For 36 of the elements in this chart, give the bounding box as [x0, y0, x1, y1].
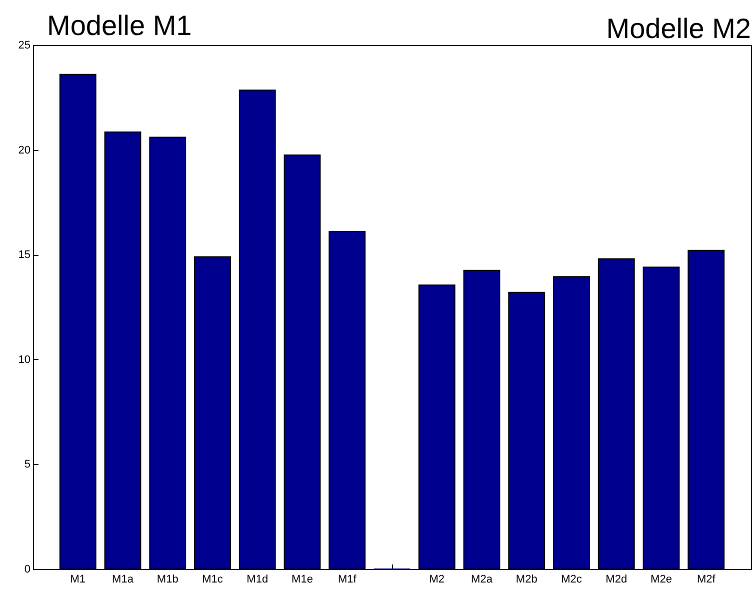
x-tick-label: M1d: [246, 574, 268, 586]
bar: [59, 74, 96, 570]
x-tick-label: M1c: [202, 574, 224, 586]
y-tick-label: 0: [24, 564, 30, 576]
bar: [508, 292, 546, 570]
x-tick-label: M1: [70, 574, 86, 586]
x-tick-label: M1a: [112, 574, 134, 586]
x-tick-label: M1f: [338, 574, 358, 586]
x-tick-label: M2d: [606, 574, 628, 586]
x-tick-label: M2f: [696, 574, 716, 586]
x-tick-label: M2c: [561, 574, 582, 586]
bar: [328, 231, 366, 570]
bar: [149, 136, 186, 570]
text: Modelle M2: [606, 13, 751, 44]
y-tick-label: 5: [24, 458, 30, 471]
bar: [418, 284, 456, 570]
y-tick-label: 25: [18, 40, 30, 52]
x-tick-label: M1b: [156, 574, 178, 586]
bar: [642, 266, 680, 570]
bar: [238, 90, 276, 570]
text: Modelle M1: [47, 10, 192, 41]
x-tick-label: M2b: [516, 574, 538, 586]
bar: [284, 154, 321, 570]
bar: [553, 276, 590, 570]
bar: [598, 258, 635, 570]
bar: [688, 250, 725, 570]
y-tick-label: 15: [18, 249, 30, 262]
x-tick-label: M1e: [292, 574, 313, 586]
y-tick-label: 20: [18, 144, 30, 156]
bar: [194, 256, 231, 570]
x-tick-label: M2a: [471, 574, 494, 586]
x-tick-label: M2e: [650, 574, 672, 586]
bar: [463, 270, 500, 570]
bar: [104, 131, 142, 570]
x-tick-label: M2: [429, 574, 445, 586]
y-tick-label: 10: [18, 354, 30, 366]
